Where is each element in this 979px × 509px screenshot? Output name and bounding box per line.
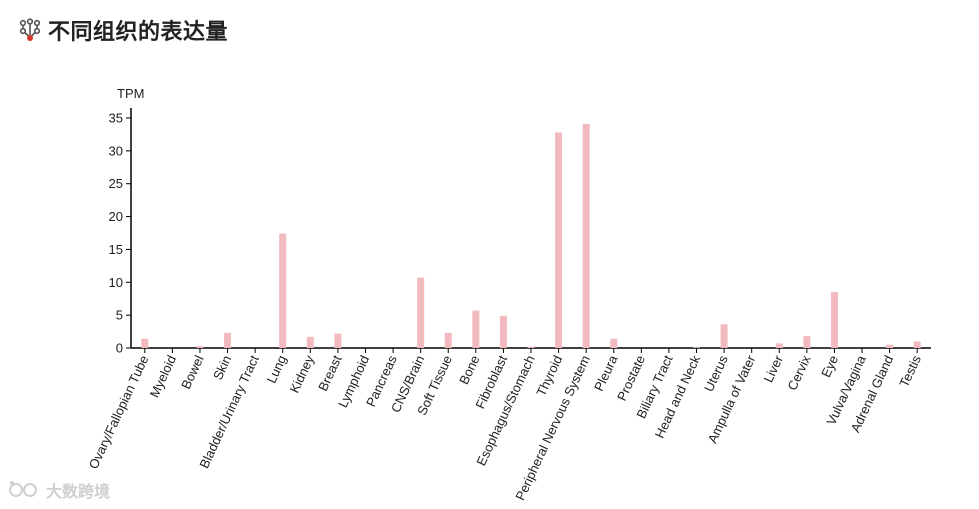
y-axis-label: TPM (117, 86, 144, 101)
watermark: 大数跨境 (8, 478, 110, 502)
y-tick-label: 30 (109, 143, 123, 158)
y-tick-label: 10 (109, 275, 123, 290)
bar (803, 336, 811, 348)
x-tick-label: Ovary/Fallopian Tube (86, 353, 152, 471)
bar (499, 315, 507, 348)
bar (417, 277, 425, 348)
molecule-icon (19, 18, 41, 41)
bar (224, 332, 232, 348)
x-tick-label: Liver (760, 352, 786, 384)
bar (913, 341, 921, 348)
x-tick-label: Lung (264, 353, 290, 386)
x-tick-label: Myeloid (147, 353, 180, 400)
bar (610, 338, 618, 348)
watermark-text: 大数跨境 (46, 482, 111, 501)
y-tick-label: 5 (116, 308, 123, 323)
x-tick-label: Bone (456, 353, 482, 387)
bar (693, 347, 701, 348)
x-tick-label: Skin (210, 353, 234, 382)
y-tick-label: 25 (109, 176, 123, 191)
bar (196, 346, 204, 348)
x-tick-label: Uterus (701, 352, 731, 393)
y-tick-label: 20 (109, 209, 123, 224)
bar (306, 336, 314, 348)
x-tick-label: Kidney (287, 352, 318, 395)
x-tick-label: Cervix (784, 352, 813, 392)
x-tick-label: Bowel (178, 353, 207, 392)
bar (582, 123, 590, 349)
bar (830, 292, 838, 348)
bar (472, 310, 480, 348)
bar (527, 346, 535, 348)
x-tick-label: Breast (315, 353, 345, 394)
x-tick-label: Bladder/Urinary Tract (196, 353, 262, 471)
page-title: 不同组织的表达量 (48, 20, 229, 45)
y-tick-label: 0 (116, 341, 123, 356)
watermark-logo-icon (9, 481, 37, 497)
y-tick-label: 35 (109, 111, 123, 126)
bar (279, 233, 287, 348)
bar (444, 332, 452, 348)
x-tick-label: Eye (818, 353, 841, 380)
x-tick-label: Pleura (591, 352, 621, 393)
bar (886, 344, 894, 348)
bar (555, 132, 563, 348)
bar (720, 324, 728, 348)
bar (141, 338, 149, 348)
bar (775, 343, 783, 348)
y-tick-label: 15 (109, 242, 123, 257)
x-tick-label: Testis (896, 352, 924, 389)
bar (334, 333, 342, 348)
chart-header: 不同组织的表达量 (18, 14, 228, 46)
